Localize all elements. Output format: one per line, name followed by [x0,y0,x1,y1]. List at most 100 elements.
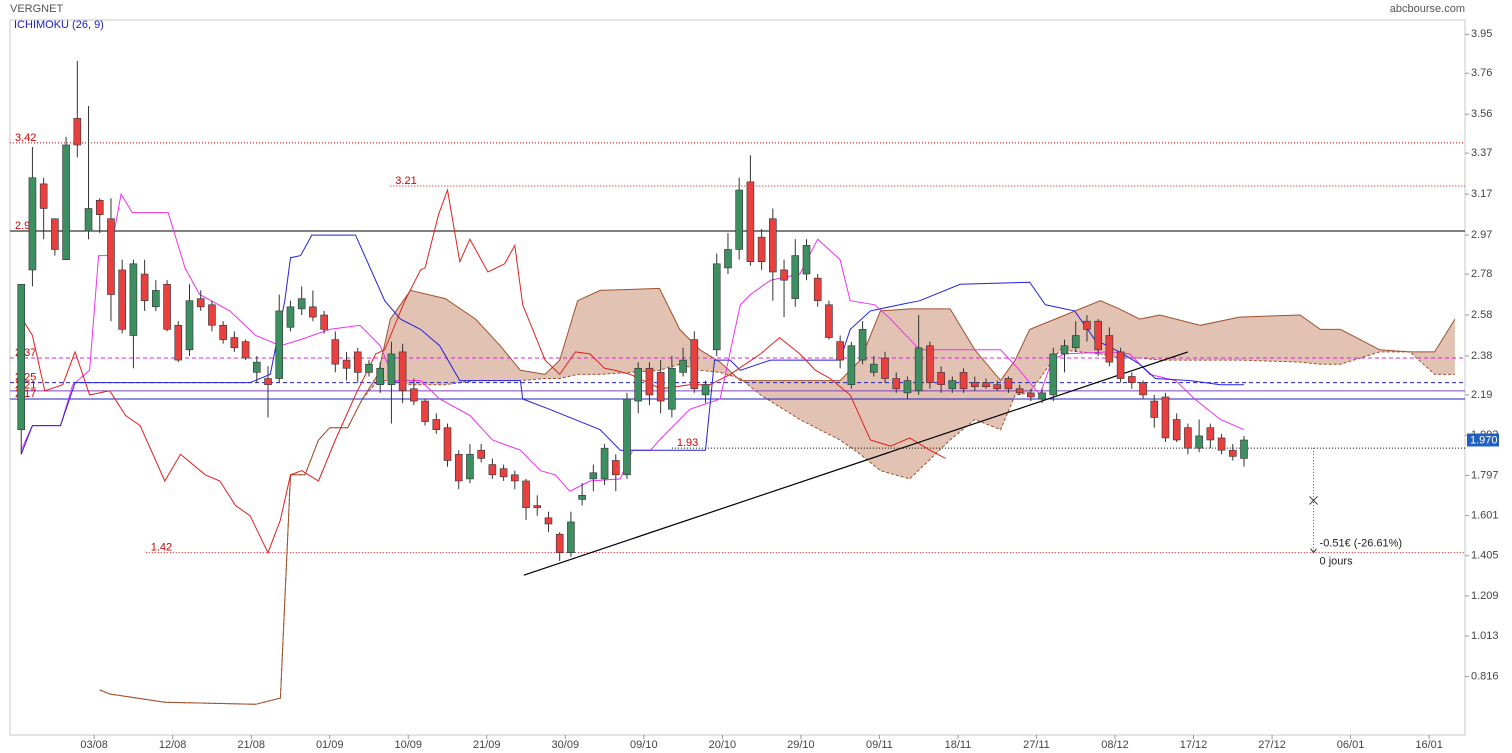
candle-body [1105,335,1114,363]
candle-body [1116,351,1125,379]
candle-body [432,419,441,431]
candle-body [668,367,676,410]
x-tick-label: 12/08 [159,739,187,751]
candle-body [286,306,295,328]
x-tick-label: 08/12 [1101,739,1129,751]
candle-body [757,236,766,263]
candle-body [522,480,530,508]
y-tick-label: 1.601 [1471,509,1499,521]
candle-body [28,177,37,271]
candle-body [791,255,800,299]
y-tick-label: 2.19 [1471,389,1492,401]
candle-body [634,367,643,402]
candle-body [1240,439,1248,459]
candle-body [320,314,328,330]
candle-body [1228,449,1237,457]
candle-body [847,345,856,385]
y-tick-label: 0.816 [1471,670,1499,682]
candle-body [544,517,553,525]
candle-body [611,460,620,476]
candle-body [1049,353,1058,396]
y-tick-label: 1.405 [1471,550,1499,562]
candle-body [208,304,216,326]
x-tick-label: 30/09 [552,739,580,751]
candle-body [1128,376,1136,383]
y-tick-label: 2.97 [1471,229,1492,241]
indicator-label: ICHIMOKU (26, 9) [14,19,104,31]
candle-body [993,384,1002,390]
x-tick-label: 20/10 [709,739,737,751]
candle-body [353,351,362,373]
candle-body [724,249,732,269]
candle-body [174,324,183,361]
candle-body [914,347,923,392]
candle-body [297,298,306,310]
measure-duration: 0 jours [1320,556,1354,568]
indicator-line [20,192,1245,492]
candle-body [679,359,687,373]
level-label: 1.42 [151,542,172,554]
indicator-line [20,234,1244,455]
candle-body [1004,378,1013,390]
chart-title: VERGNET [10,3,63,15]
candle-body [107,218,115,295]
candle-body [488,464,497,476]
y-tick-label: 1.797 [1471,469,1499,481]
candle-body [600,447,609,480]
candle-body [555,533,564,553]
candle-body [881,357,889,379]
candle-body [95,199,104,215]
candle-body [903,380,912,394]
candle-body [73,118,82,146]
candle-body [780,269,788,281]
x-tick-label: 29/10 [787,739,815,751]
candle-body [140,273,149,301]
candle-body [690,339,699,390]
candle-body [230,337,239,349]
candle-body [62,144,70,260]
candle-body [454,454,463,482]
candle-body [1094,320,1102,351]
measure-cross [1309,496,1318,505]
candle-body [858,329,867,361]
candle-body [836,341,844,361]
candle-body [813,277,822,301]
candle-body [1027,392,1035,398]
y-tick-label: 1.013 [1471,630,1499,642]
y-tick-label: 3.37 [1471,147,1492,159]
candle-body [443,427,452,461]
level-label: 3.42 [15,132,36,144]
x-tick-label: 03/08 [80,739,108,751]
candle-body [376,367,385,385]
x-tick-label: 18/11 [945,739,972,751]
candle-body [118,269,126,330]
y-tick-label: 3.95 [1471,28,1492,40]
y-tick-label: 2.38 [1471,350,1492,362]
x-tick-label: 16/01 [1415,739,1443,751]
candle-body [645,367,654,396]
candle-body [1083,320,1091,330]
candle-body [1195,435,1203,449]
candle-body [1060,345,1069,355]
candle-body [926,345,934,383]
candle-body [477,449,485,459]
candle-body [959,372,968,390]
candle-body [387,353,396,385]
candle-body [152,290,160,308]
candle-body [735,189,743,250]
candle-body [623,398,631,476]
y-tick-label: 2.78 [1471,268,1492,280]
candle-body [264,378,272,385]
candle-body [1139,382,1147,396]
candle-body [1150,400,1159,418]
candle-body [331,339,340,365]
candle-body [533,505,542,508]
candle-body [656,372,665,402]
candle-body [219,324,227,340]
measure-label: -0.51€ (-26.61%) [1320,538,1403,550]
candle-body [421,400,429,422]
x-tick-label: 01/09 [316,739,344,751]
candle-body [982,382,990,388]
candle-body [746,181,755,263]
